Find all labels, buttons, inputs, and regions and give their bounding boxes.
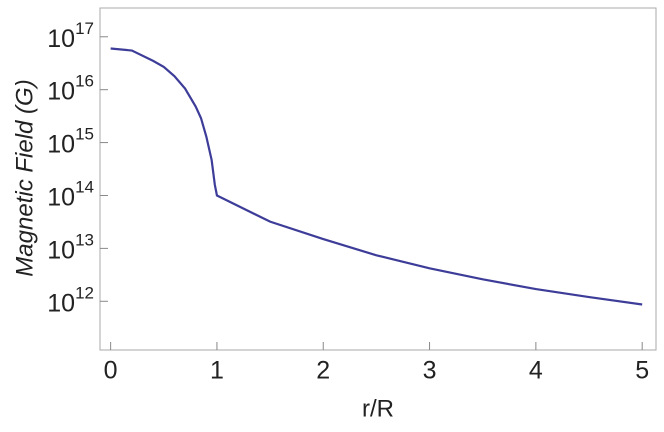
x-tick-label: 1 [210, 357, 224, 385]
x-tick-label: 5 [635, 357, 649, 385]
y-axis-label: Magnetic Field (G) [11, 79, 38, 276]
y-tick-label: 1015 [47, 125, 94, 158]
y-tick-label: 1013 [47, 231, 94, 264]
y-tick-label: 1012 [47, 284, 94, 317]
x-axis-label: r/R [362, 395, 394, 422]
x-tick-label: 3 [423, 357, 437, 385]
x-tick-label: 0 [104, 357, 118, 385]
y-tick-label: 1014 [47, 178, 94, 211]
x-tick-label: 4 [529, 357, 543, 385]
plot-frame [99, 7, 657, 351]
line [110, 47, 643, 306]
y-tick-label: 1016 [47, 72, 94, 105]
x-tick-label: 2 [316, 357, 330, 385]
y-tick-label: 1017 [47, 19, 94, 52]
